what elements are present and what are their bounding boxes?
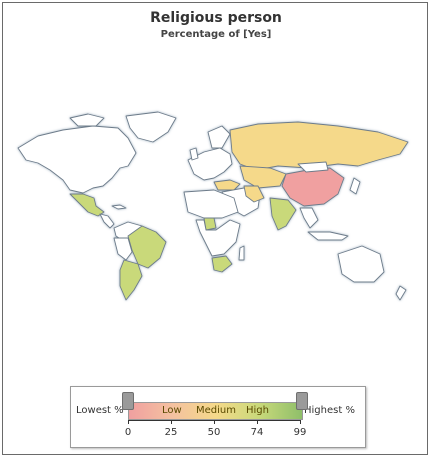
legend-tick-label: 25	[164, 427, 178, 438]
region-arctic-islands[interactable]	[69, 113, 105, 127]
legend-min-slider-handle[interactable]	[122, 392, 134, 410]
region-greenland[interactable]	[125, 111, 177, 143]
region-europe[interactable]	[187, 147, 233, 181]
region-mexico[interactable]	[69, 193, 105, 217]
region-argentina[interactable]	[119, 259, 143, 301]
legend-tick	[171, 420, 172, 424]
legend-tick	[214, 420, 215, 424]
legend-tick-label: 74	[250, 427, 264, 438]
legend-band-high: High	[246, 405, 269, 416]
legend-tick	[257, 420, 258, 424]
region-central-asia[interactable]	[239, 165, 287, 189]
region-iran[interactable]	[243, 185, 265, 203]
legend-band-medium: Medium	[196, 405, 236, 416]
region-south-africa[interactable]	[211, 255, 233, 273]
legend-max-slider-handle[interactable]	[296, 392, 308, 410]
region-madagascar[interactable]	[238, 245, 245, 261]
region-india[interactable]	[269, 197, 297, 231]
region-new-zealand[interactable]	[395, 285, 407, 301]
region-central-africa[interactable]	[195, 219, 241, 257]
chart-title: Religious person	[150, 10, 282, 26]
region-north-america[interactable]	[17, 125, 137, 194]
region-central-america[interactable]	[99, 213, 115, 229]
region-indonesia[interactable]	[307, 231, 349, 241]
region-southeast-asia[interactable]	[299, 207, 319, 229]
legend-band-low: Low	[162, 405, 182, 416]
region-uk[interactable]	[189, 147, 199, 161]
legend-highest-label: Highest %	[304, 405, 355, 416]
region-mongolia[interactable]	[297, 161, 329, 173]
region-caribbean[interactable]	[111, 204, 127, 210]
chart-subtitle: Percentage of [Yes]	[160, 29, 272, 40]
legend-tick-label: 99	[293, 427, 307, 438]
legend-tick-label: 0	[124, 427, 132, 438]
legend-lowest-label: Lowest %	[76, 405, 124, 416]
region-turkey[interactable]	[213, 179, 241, 191]
region-north-africa[interactable]	[183, 189, 239, 219]
region-china[interactable]	[281, 167, 345, 207]
legend-tick	[300, 420, 301, 424]
region-japan[interactable]	[349, 177, 361, 195]
region-peru-bolivia[interactable]	[113, 237, 133, 261]
region-brazil[interactable]	[127, 225, 167, 269]
legend-tick-label: 50	[207, 427, 221, 438]
region-australia[interactable]	[337, 245, 385, 283]
legend-gradient-bar	[128, 402, 303, 420]
legend-tick	[128, 420, 129, 424]
region-scandinavia[interactable]	[207, 125, 231, 149]
world-map	[17, 111, 409, 301]
